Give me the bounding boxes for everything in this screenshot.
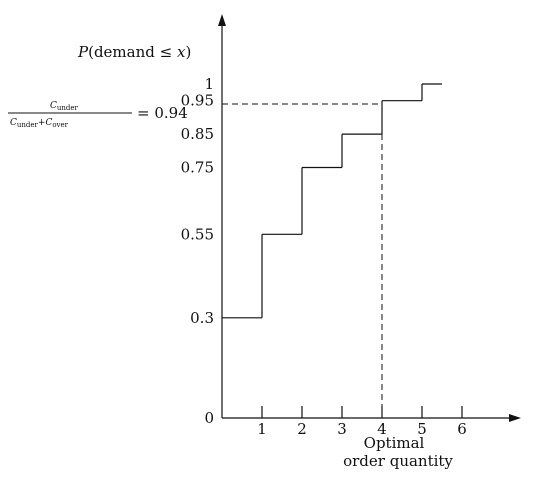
x-axis-arrow [509,414,521,422]
critical-ratio-annotation: Cunder Cunder+Cover = 0.94 [8,101,188,129]
ratio-denominator: Cunder+Cover [10,118,69,129]
y-axis-arrow [218,14,226,26]
x-tick-label: 4 [377,420,387,438]
ratio-numerator: Cunder [50,101,79,112]
y-tick-label: 0.95 [181,92,214,110]
x-ticks: 1 2 3 4 5 6 [257,406,467,438]
y-tick-label: 0 [204,409,214,427]
x-tick-label: 6 [457,420,467,438]
y-tick-label: 0.85 [181,125,214,143]
chart-marks [222,83,442,418]
x-axis-label-line-2: order quantity [343,452,453,470]
ratio-equals-value: = 0.94 [137,104,188,122]
y-tick-label: 0.3 [190,309,214,327]
x-tick-label: 1 [257,420,267,438]
y-tick-label: 1 [204,75,214,93]
y-ticks: 0 0.3 0.55 0.75 0.85 0.951 [181,75,214,427]
y-tick-label: 0.55 [181,225,214,243]
x-axis-label-line-1: Optimal [364,434,425,452]
x-tick-label: 2 [297,420,307,438]
y-tick-label: 0.75 [181,159,214,177]
x-tick-label: 5 [417,420,427,438]
y-axis-label: P(demand ≤ x) [77,43,191,61]
x-tick-label: 3 [337,420,347,438]
